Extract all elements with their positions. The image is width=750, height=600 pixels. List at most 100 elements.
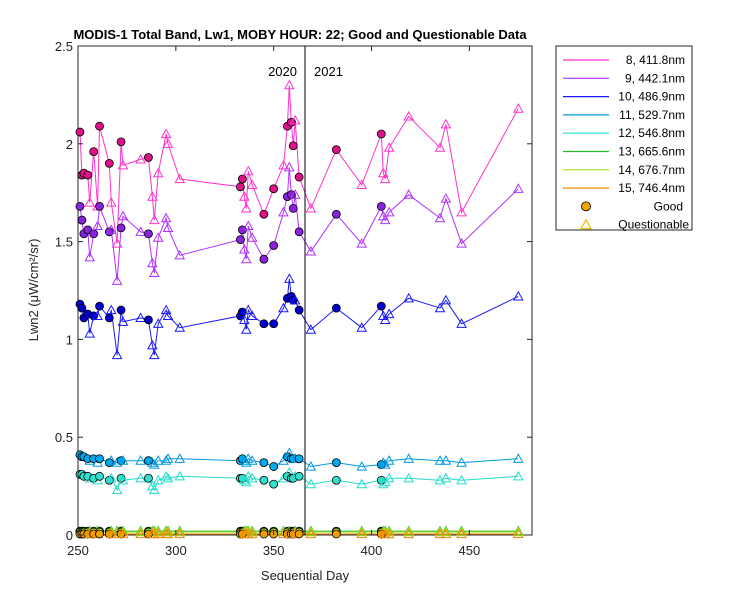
- point-questionable: [162, 472, 174, 483]
- point-questionable: [240, 324, 252, 334]
- legend-entry-label: 13, 665.6nm: [618, 145, 685, 159]
- point-good: [376, 129, 386, 139]
- point-good: [288, 203, 298, 213]
- legend-items: 8, 411.8nm 9, 442.1nm 10, 486.9nm 11, 529.7…: [563, 53, 689, 232]
- point-questionable: [379, 214, 391, 225]
- point-questionable: [305, 461, 317, 471]
- y-axis-label: Lwn2 (μW/cm²/sr): [26, 239, 41, 342]
- point-questionable: [512, 528, 524, 539]
- point-questionable: [512, 453, 524, 463]
- point-questionable: [162, 310, 174, 321]
- point-questionable: [147, 191, 158, 201]
- point-questionable: [456, 238, 467, 248]
- point-questionable: [456, 526, 467, 537]
- point-questionable: [305, 202, 317, 213]
- point-questionable: [240, 202, 252, 213]
- point-questionable: [305, 478, 317, 489]
- point-questionable: [305, 526, 317, 537]
- legend-entry-label: 15, 746.4nm: [618, 181, 685, 195]
- point-questionable: [278, 206, 289, 217]
- legend-good-marker: [581, 201, 591, 212]
- point-questionable: [152, 474, 164, 485]
- point-questionable: [162, 222, 174, 233]
- point-questionable: [162, 528, 174, 539]
- point-good: [376, 301, 386, 311]
- point-questionable: [403, 472, 415, 483]
- point-questionable: [152, 167, 164, 178]
- point-questionable: [383, 455, 395, 465]
- point-questionable: [283, 161, 295, 172]
- series-4: [75, 466, 524, 495]
- point-good: [95, 121, 104, 131]
- year-right-label: 2021: [314, 64, 343, 79]
- point-questionable: [105, 196, 117, 207]
- point-questionable: [117, 474, 129, 485]
- point-good: [77, 303, 87, 313]
- legend-entry-label: 8, 411.8nm: [626, 53, 685, 67]
- point-questionable: [434, 212, 446, 223]
- point-questionable: [117, 528, 129, 539]
- point-questionable: [434, 528, 446, 539]
- point-good: [95, 201, 104, 211]
- point-questionable: [92, 220, 103, 231]
- point-questionable: [117, 316, 129, 326]
- point-good: [104, 313, 114, 323]
- point-questionable: [456, 318, 467, 328]
- year-left-label: 2020: [268, 64, 297, 79]
- legend-box: [555, 45, 693, 231]
- point-questionable: [135, 472, 146, 483]
- x-axis-label: Sequential Day: [261, 568, 350, 583]
- point-questionable: [246, 232, 258, 242]
- point-good: [95, 454, 104, 464]
- point-questionable: [403, 189, 415, 199]
- point-questionable: [160, 455, 172, 465]
- point-good: [116, 223, 126, 233]
- point-questionable: [383, 142, 395, 152]
- y-tick-label: 2: [66, 137, 73, 152]
- point-good: [144, 473, 153, 483]
- legend-entry-label: 9, 442.1nm: [625, 71, 685, 85]
- point-questionable: [434, 302, 446, 313]
- point-questionable: [105, 455, 117, 465]
- point-questionable: [84, 328, 96, 338]
- point-good: [95, 301, 104, 311]
- point-questionable: [356, 461, 368, 471]
- series-1: [75, 161, 524, 285]
- point-questionable: [135, 312, 146, 322]
- point-questionable: [456, 206, 467, 217]
- point-questionable: [147, 339, 158, 350]
- point-good: [144, 229, 153, 239]
- point-good: [236, 235, 245, 245]
- point-questionable: [111, 349, 123, 360]
- point-good: [376, 201, 386, 211]
- point-questionable: [160, 212, 172, 223]
- point-questionable: [440, 472, 452, 483]
- point-good: [95, 471, 104, 481]
- x-tick-label: 250: [67, 543, 89, 558]
- point-good: [259, 529, 269, 539]
- point-questionable: [238, 191, 250, 201]
- point-good: [237, 174, 247, 184]
- point-questionable: [152, 318, 164, 328]
- series-3: [75, 447, 524, 471]
- point-questionable: [111, 275, 123, 285]
- point-questionable: [512, 470, 524, 481]
- point-questionable: [512, 183, 524, 193]
- point-questionable: [152, 528, 164, 539]
- point-questionable: [152, 455, 164, 465]
- point-questionable: [174, 322, 186, 332]
- series-2: [75, 273, 524, 360]
- point-questionable: [148, 484, 160, 495]
- point-questionable: [160, 470, 172, 481]
- point-questionable: [403, 110, 415, 121]
- legend-entry-label: 11, 529.7nm: [619, 108, 685, 122]
- point-good: [269, 462, 279, 471]
- point-questionable: [242, 165, 254, 176]
- point-questionable: [162, 453, 174, 463]
- point-questionable: [305, 528, 317, 539]
- point-questionable: [242, 220, 254, 231]
- point-questionable: [111, 238, 123, 248]
- legend-questionable-marker: [579, 218, 593, 230]
- point-questionable: [240, 253, 252, 264]
